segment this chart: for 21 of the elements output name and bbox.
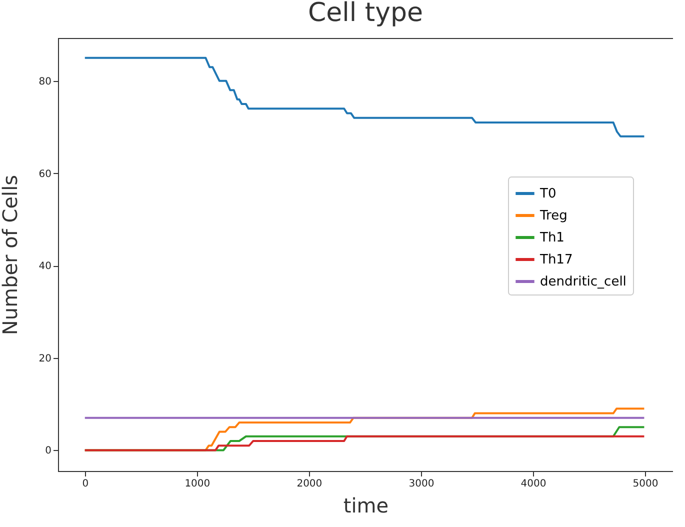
legend-label: Th17: [539, 252, 573, 268]
chart-title: Cell type: [308, 0, 423, 28]
line-series: [84, 435, 646, 452]
x-tick-label: 3000: [408, 478, 434, 490]
x-tick-label: 1000: [184, 478, 210, 490]
y-tick-label: 20: [38, 353, 52, 364]
x-tick-label: 2000: [296, 478, 322, 490]
x-tick-label: 0: [82, 478, 89, 490]
x-tick-label: 4000: [520, 478, 546, 490]
y-tick-label: 0: [45, 446, 52, 457]
y-tick-label: 80: [38, 76, 52, 88]
legend-label: Treg: [539, 208, 568, 224]
x-tick-label: 5000: [632, 478, 658, 490]
line-series: [84, 56, 646, 138]
x-axis-title: time: [343, 494, 389, 518]
y-axis-title: Number of Cells: [0, 174, 22, 336]
legend-label: Th1: [539, 230, 564, 246]
y-tick-label: 60: [38, 168, 52, 180]
y-tick-label: 40: [38, 261, 52, 272]
legend-label: T0: [539, 186, 556, 202]
legend-label: dendritic_cell: [540, 274, 626, 290]
